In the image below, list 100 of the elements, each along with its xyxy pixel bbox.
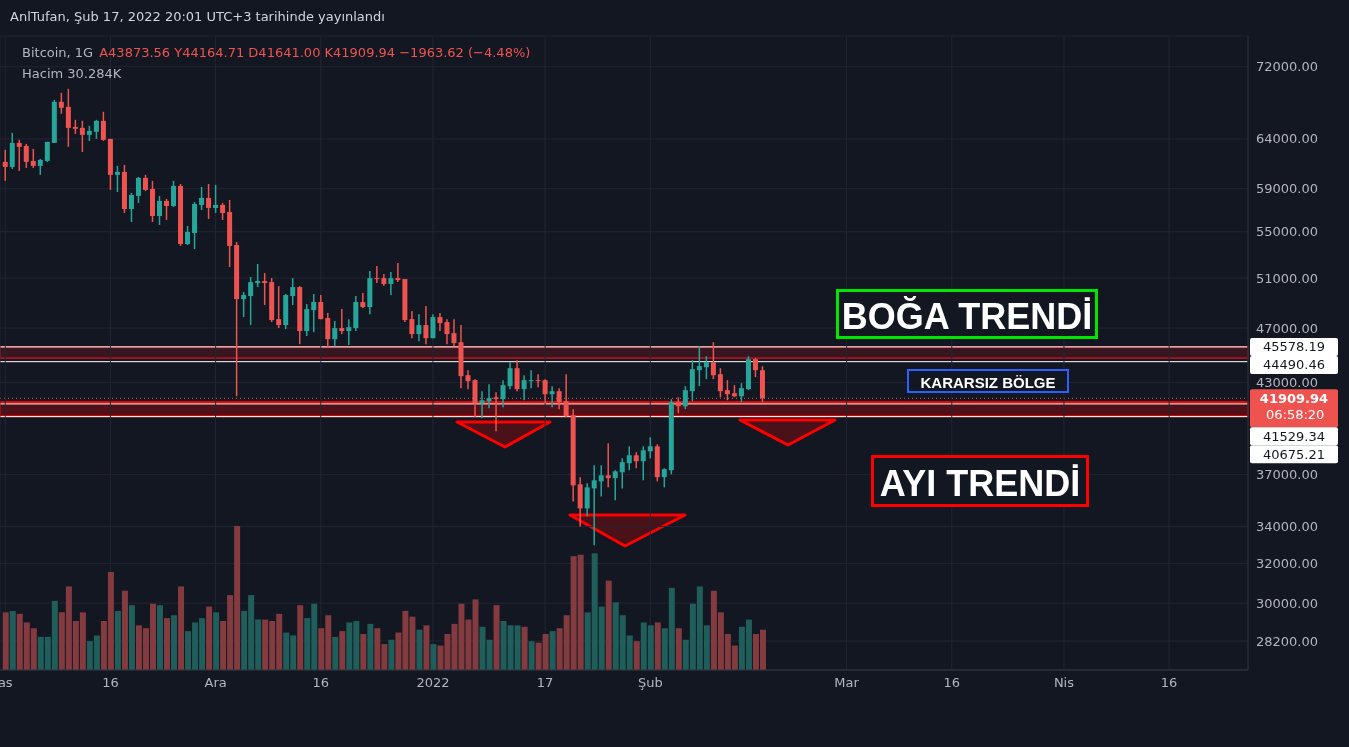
bar <box>521 626 528 670</box>
x-tick-label: 16 <box>1160 675 1178 691</box>
y-tick-label: 55000.00 <box>1256 224 1319 240</box>
candlestick <box>605 442 611 489</box>
bar <box>472 599 479 670</box>
x-tick-label: 16 <box>943 675 961 691</box>
candlestick <box>542 378 548 405</box>
x-tick-label: 2022 <box>416 675 450 691</box>
y-tick-label: 72000.00 <box>1256 59 1319 75</box>
y-tick-label: 34000.00 <box>1256 519 1319 535</box>
ref-line-label: 40675.21 <box>1262 446 1326 462</box>
text: 06:58:20 <box>1266 407 1325 422</box>
bar <box>178 586 185 670</box>
candlestick <box>276 285 282 329</box>
candlestick <box>479 390 485 419</box>
candlestick <box>409 310 415 339</box>
candlestick <box>339 308 345 335</box>
candlestick <box>23 143 29 169</box>
y-tick-label: 64000.00 <box>1256 131 1319 147</box>
bar <box>206 606 213 670</box>
ref-line-label: 41909.94 <box>1259 390 1329 406</box>
candlestick <box>157 195 162 226</box>
bar <box>164 618 171 670</box>
candlestick <box>332 320 338 347</box>
bar <box>416 629 423 670</box>
candlestick <box>395 262 401 283</box>
text: AnlTufan, Şub 17, 2022 20:01 UTC+3 tarihinde yayınlandı <box>10 9 385 24</box>
candlestick <box>58 92 64 115</box>
candlestick <box>752 357 758 378</box>
candlestick <box>423 305 429 345</box>
candlestick <box>374 265 380 284</box>
bar <box>654 622 661 670</box>
candlestick <box>640 445 646 482</box>
bar <box>675 628 682 670</box>
bar <box>332 636 339 670</box>
candlestick <box>535 373 541 388</box>
bar <box>360 633 367 670</box>
candlestick <box>430 313 436 339</box>
annotation: BOĞA TRENDİ <box>836 289 1098 339</box>
y-tick-label: 37000.00 <box>1256 467 1319 483</box>
bar <box>157 605 163 670</box>
y-tick-label: 47000.00 <box>1256 320 1319 336</box>
x-tick-label: 16 <box>312 675 330 691</box>
y-tick-label: 30000.00 <box>1256 595 1319 611</box>
bar <box>605 580 612 670</box>
candlestick <box>710 341 716 380</box>
candlestick <box>290 277 296 306</box>
candlestick <box>304 303 310 337</box>
candlestick <box>619 457 625 490</box>
candlestick <box>528 369 534 389</box>
candlestick <box>171 180 177 208</box>
bar <box>633 641 640 670</box>
bar <box>388 639 395 670</box>
candlestick <box>248 276 254 326</box>
candlestick <box>199 186 205 211</box>
bar <box>549 631 556 670</box>
candlestick <box>486 383 492 409</box>
candlestick <box>2 149 8 182</box>
candlestick <box>65 88 71 148</box>
x-tick-label: 16 <box>102 675 119 691</box>
annotation: KARARSIZ BÖLGE <box>907 369 1069 393</box>
candlestick <box>416 313 422 342</box>
candlestick <box>738 382 744 403</box>
candlestick <box>696 345 702 387</box>
candlestick <box>465 369 471 390</box>
candlestick <box>164 198 170 221</box>
y-tick-label: 59000.00 <box>1256 181 1319 197</box>
candlestick <box>325 312 331 348</box>
candlestick <box>9 132 15 170</box>
candlestick <box>79 120 85 153</box>
y-tick-label: 43000.00 <box>1256 375 1319 391</box>
candlestick <box>549 385 555 409</box>
ref-line-label: 44490.46 <box>1262 357 1326 373</box>
candlestick <box>128 192 134 223</box>
bar <box>423 625 430 670</box>
candlestick <box>598 464 604 498</box>
candlestick <box>584 482 590 518</box>
bar <box>528 641 535 670</box>
bar <box>121 590 128 670</box>
y-tick-label: 28200.00 <box>1256 633 1319 649</box>
x-tick-label: 17 <box>536 675 554 691</box>
candlestick <box>16 139 22 172</box>
candlestick <box>451 318 457 347</box>
candlestick <box>318 294 324 320</box>
bar <box>430 644 437 670</box>
bar <box>367 623 374 670</box>
bar <box>128 605 135 670</box>
x-tick-label: Nis <box>1053 675 1075 691</box>
bar <box>2 612 9 670</box>
bar <box>213 612 220 670</box>
bar <box>9 610 16 670</box>
text: A43873.56 Y44164.71 D41641.00 K41909.94 −1963.62 (−4.48%) <box>99 45 531 60</box>
x-tick-label: Ara <box>204 675 227 691</box>
candlestick <box>661 467 667 489</box>
ref-line-label: 45578.19 <box>1262 339 1326 355</box>
bar <box>171 615 178 670</box>
candlestick <box>626 445 632 471</box>
x-tick-label: Şub <box>637 675 663 691</box>
y-tick-label: 32000.00 <box>1256 556 1319 572</box>
bar <box>493 605 500 670</box>
